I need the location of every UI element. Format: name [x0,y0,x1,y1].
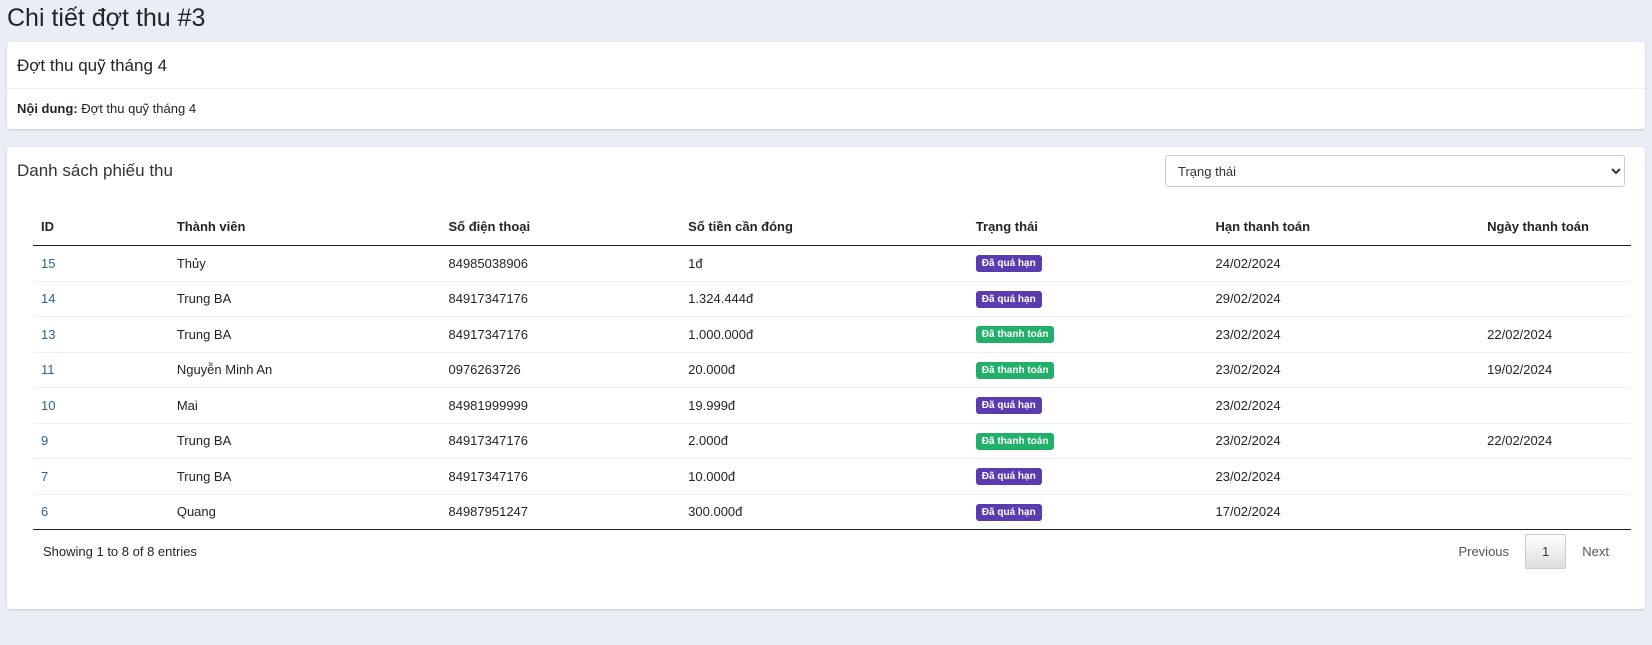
due-date-cell: 23/02/2024 [1207,387,1480,424]
due-date-cell: 17/02/2024 [1207,494,1480,530]
phone-cell: 84917347176 [440,458,681,495]
amount-cell: 300.000đ [680,494,968,530]
amount-cell: 1đ [680,245,968,282]
paid-date-cell [1479,494,1631,530]
table-row: 13 Trung BA 84917347176 1.000.000đ Đã th… [33,316,1631,353]
member-cell: Trung BA [168,281,441,317]
receipt-id-link[interactable]: 14 [41,291,56,307]
due-date-cell: 29/02/2024 [1207,281,1480,317]
receipts-card: Danh sách phiếu thu Trạng thái ID Thành v… [7,147,1645,609]
status-badge: Đã thanh toán [975,432,1055,450]
next-button[interactable]: Next [1582,544,1609,559]
phone-cell: 84985038906 [440,245,681,282]
page-1-button[interactable]: 1 [1525,534,1567,569]
status-badge: Đã quá hạn [975,503,1042,521]
due-date-cell: 23/02/2024 [1207,458,1480,495]
amount-cell: 2.000đ [680,423,968,459]
column-header[interactable]: Thành viên [168,209,441,246]
phone-cell: 84917347176 [440,316,681,353]
due-date-cell: 23/02/2024 [1207,316,1480,353]
phone-cell: 84987951247 [440,494,681,530]
phone-cell: 84981999999 [440,387,681,424]
status-badge: Đã thanh toán [975,361,1055,379]
due-date-cell: 24/02/2024 [1207,245,1480,282]
receipt-id-link[interactable]: 7 [41,468,49,484]
status-badge: Đã quá hạn [975,397,1042,415]
member-cell: Thủy [168,245,441,282]
column-header[interactable]: Trạng thái [967,209,1208,246]
amount-cell: 10.000đ [680,458,968,495]
table-row: 10 Mai 84981999999 19.999đ Đã quá hạn 23… [33,387,1631,424]
column-header[interactable]: Hạn thanh toán [1207,209,1480,246]
info-card: Đợt thu quỹ tháng 4 Nội dung: Đợt thu qu… [7,42,1645,129]
receipt-id-link[interactable]: 11 [41,362,55,378]
column-header[interactable]: Số tiền cần đóng [680,209,968,246]
list-title: Danh sách phiếu thu [17,161,173,180]
page-title: Chi tiết đợt thu #3 [7,4,206,32]
status-filter-select[interactable]: Trạng thái [1165,155,1625,187]
status-badge: Đã quá hạn [975,255,1042,273]
receipts-table: ID Thành viên Số điện thoại Số tiền cần đón… [33,209,1631,530]
paid-date-cell: 19/02/2024 [1479,352,1631,388]
info-title: Đợt thu quỹ tháng 4 [7,42,1645,89]
column-header[interactable]: Số điện thoại [440,209,681,246]
member-cell: Trung BA [168,458,441,495]
status-badge: Đã quá hạn [975,290,1042,308]
member-cell: Trung BA [168,316,441,353]
table-row: 14 Trung BA 84917347176 1.324.444đ Đã qu… [33,281,1631,317]
paid-date-cell [1479,245,1631,282]
table-row: 11 Nguyễn Minh An 0976263726 20.000đ Đã … [33,352,1631,388]
amount-cell: 20.000đ [680,352,968,388]
amount-cell: 1.000.000đ [680,316,968,353]
member-cell: Mai [168,387,441,424]
receipt-id-link[interactable]: 13 [41,326,56,342]
column-header[interactable]: Ngày thanh toán [1479,209,1631,246]
content-label: Nội dung: [17,101,78,116]
due-date-cell: 23/02/2024 [1207,423,1480,459]
receipt-id-link[interactable]: 10 [41,397,56,413]
table-row: 6 Quang 84987951247 300.000đ Đã quá hạn … [33,494,1631,530]
column-header[interactable]: ID [33,209,169,246]
paid-date-cell [1479,281,1631,317]
status-badge: Đã thanh toán [975,326,1055,344]
table-info: Showing 1 to 8 of 8 entries [43,544,197,559]
member-cell: Trung BA [168,423,441,459]
phone-cell: 0976263726 [440,352,681,388]
table-row: 15 Thủy 84985038906 1đ Đã quá hạn 24/02/… [33,245,1631,282]
previous-button[interactable]: Previous [1458,544,1510,559]
phone-cell: 84917347176 [440,281,681,317]
member-cell: Nguyễn Minh An [168,352,441,388]
member-cell: Quang [168,494,441,530]
receipt-id-link[interactable]: 6 [41,504,49,520]
receipt-id-link[interactable]: 15 [41,255,56,271]
paid-date-cell: 22/02/2024 [1479,423,1631,459]
receipt-id-link[interactable]: 9 [41,433,49,449]
amount-cell: 1.324.444đ [680,281,968,317]
status-badge: Đã quá hạn [975,468,1042,486]
phone-cell: 84917347176 [440,423,681,459]
table-row: 7 Trung BA 84917347176 10.000đ Đã quá hạ… [33,458,1631,495]
content-value: Đợt thu quỹ tháng 4 [81,101,197,116]
paid-date-cell: 22/02/2024 [1479,316,1631,353]
amount-cell: 19.999đ [680,387,968,424]
paid-date-cell [1479,387,1631,424]
table-row: 9 Trung BA 84917347176 2.000đ Đã thanh t… [33,423,1631,459]
due-date-cell: 23/02/2024 [1207,352,1480,388]
paid-date-cell [1479,458,1631,495]
